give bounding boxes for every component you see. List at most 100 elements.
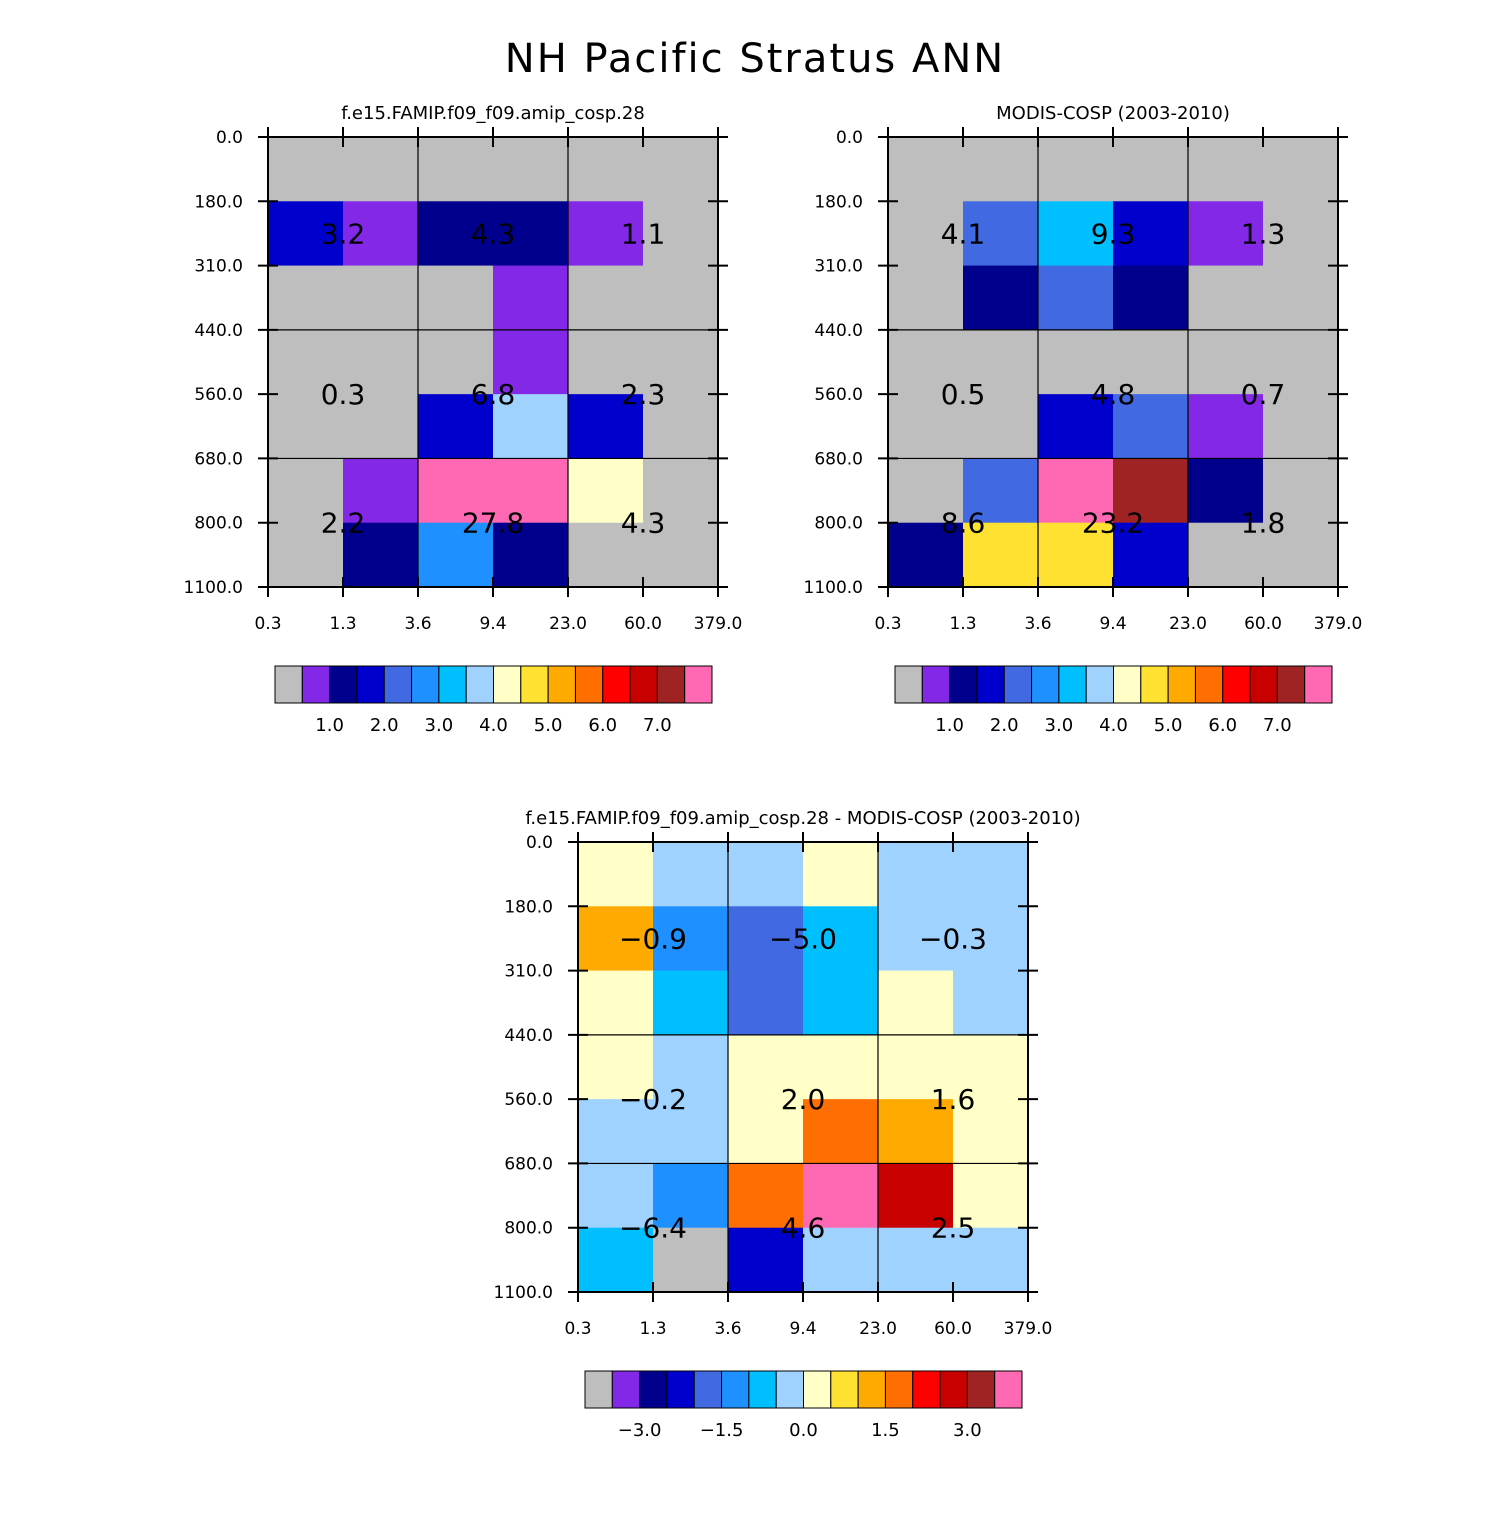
colorbar-label: 1.0 <box>315 715 344 736</box>
colorbar-box <box>629 665 658 704</box>
colorbar-box <box>857 1370 886 1409</box>
heatmap-cell <box>1188 394 1264 459</box>
colorbar-box <box>830 1370 859 1409</box>
colorbar-box <box>693 1370 723 1409</box>
heatmap-cell <box>643 458 719 524</box>
heatmap-cell <box>888 329 964 395</box>
heatmap-cell <box>343 137 419 202</box>
y-tick-label: 680.0 <box>194 449 243 469</box>
x-tick-label: 1.3 <box>639 1319 666 1339</box>
heatmap-cell <box>643 394 719 459</box>
heatmap-cell <box>568 329 644 395</box>
heatmap-cell <box>578 1227 654 1293</box>
x-tick-label: 9.4 <box>1099 614 1126 634</box>
colorbar-box <box>966 1370 996 1409</box>
block-value-label: 1.3 <box>1241 217 1286 250</box>
heatmap-cell <box>878 970 954 1036</box>
colorbar-label: 7.0 <box>643 715 672 736</box>
heatmap-cell <box>268 458 344 524</box>
heatmap-cell <box>963 458 1039 524</box>
colorbar-box <box>894 665 923 704</box>
heatmap-cell <box>1113 329 1189 395</box>
colorbar-label: 6.0 <box>588 715 617 736</box>
colorbar-label: 4.0 <box>479 715 508 736</box>
heatmap-cell <box>568 458 644 524</box>
x-tick-label: 9.4 <box>479 614 506 634</box>
y-tick-label: 310.0 <box>504 962 553 982</box>
heatmap-cell <box>1038 522 1114 588</box>
panel-1: f.e15.FAMIP.f09_f09.amip_cosp.28 0.0 180.0… <box>184 103 743 736</box>
block-value-label: −5.0 <box>769 922 837 955</box>
colorbar-box <box>1113 665 1142 704</box>
heatmap-cell <box>1038 201 1114 267</box>
heatmap-cell <box>728 1163 804 1229</box>
x-tick-label: 9.4 <box>789 1319 816 1339</box>
block-value-label: 8.6 <box>941 507 986 540</box>
block-value-label: 2.0 <box>781 1083 826 1116</box>
heatmap-cell <box>953 1227 1029 1293</box>
x-tick-label: 1.3 <box>329 614 356 634</box>
colorbar-box <box>584 1370 613 1409</box>
heatmap-cell <box>343 394 419 459</box>
block-value-label: 4.3 <box>471 217 516 250</box>
heatmap-cell <box>653 1163 729 1229</box>
x-tick-label: 23.0 <box>859 1319 897 1339</box>
colorbar-box <box>465 665 494 704</box>
y-tick-label: 560.0 <box>194 385 243 405</box>
heatmap-cell <box>578 842 654 907</box>
block-value-label: 3.2 <box>321 217 366 250</box>
heatmap-cell <box>578 906 654 972</box>
x-tick-label: 379.0 <box>1314 614 1363 634</box>
colorbar-box <box>602 665 631 704</box>
heatmap-cell <box>418 458 494 524</box>
colorbar-box <box>301 665 331 704</box>
y-tick-label: 180.0 <box>194 192 243 212</box>
heatmap-cell <box>418 265 494 331</box>
heatmap-cell <box>578 1099 654 1164</box>
colorbar-box <box>684 665 713 704</box>
heatmap-cell <box>568 522 644 588</box>
block-value-label: 9.3 <box>1091 217 1136 250</box>
heatmap-cell <box>1038 137 1114 202</box>
colorbar-box <box>639 1370 668 1409</box>
y-tick-label: 0.0 <box>836 128 863 148</box>
y-tick-label: 1100.0 <box>184 578 243 598</box>
colorbar-label: 2.0 <box>990 715 1019 736</box>
colorbar-box <box>1304 665 1333 704</box>
heatmap-cell <box>268 394 344 459</box>
colorbar-label: 2.0 <box>370 715 399 736</box>
heatmap-cell <box>418 329 494 395</box>
block-value-label: −0.9 <box>619 922 687 955</box>
x-tick-label: 3.6 <box>404 614 431 634</box>
heatmap-cell <box>418 201 494 267</box>
colorbar-label: 3.0 <box>1045 715 1074 736</box>
heatmap-cell <box>878 906 954 972</box>
colorbar-box <box>329 665 358 704</box>
colorbar: 1.0 2.0 3.0 4.0 5.0 6.0 7.0 <box>274 665 713 736</box>
y-tick-label: 180.0 <box>504 897 553 917</box>
heatmap-cell <box>653 1099 729 1164</box>
heatmap-cell <box>268 137 344 202</box>
heatmap-cell <box>418 394 494 459</box>
heatmap-cell <box>1038 394 1114 459</box>
block-value-label: 4.6 <box>781 1212 826 1245</box>
heatmap-cell <box>493 137 569 202</box>
block-value-label: 0.3 <box>321 378 366 411</box>
heatmap-cell <box>803 970 879 1036</box>
x-tick-label: 0.3 <box>564 1319 591 1339</box>
heatmap-cell <box>343 458 419 524</box>
heatmap-cell <box>728 970 804 1036</box>
colorbar-label: 6.0 <box>1208 715 1237 736</box>
heatmap-cell <box>343 329 419 395</box>
heatmap-cell <box>803 1163 879 1229</box>
block-value-label: 0.5 <box>941 378 986 411</box>
heatmap-cell <box>493 201 569 267</box>
colorbar-box <box>884 1370 914 1409</box>
heatmap-cell <box>343 522 419 588</box>
y-tick-label: 0.0 <box>216 128 243 148</box>
heatmap-cell <box>888 522 964 588</box>
heatmap-cell <box>888 458 964 524</box>
colorbar-box <box>411 665 440 704</box>
y-tick-label: 560.0 <box>504 1090 553 1110</box>
heatmap-cell <box>343 265 419 331</box>
